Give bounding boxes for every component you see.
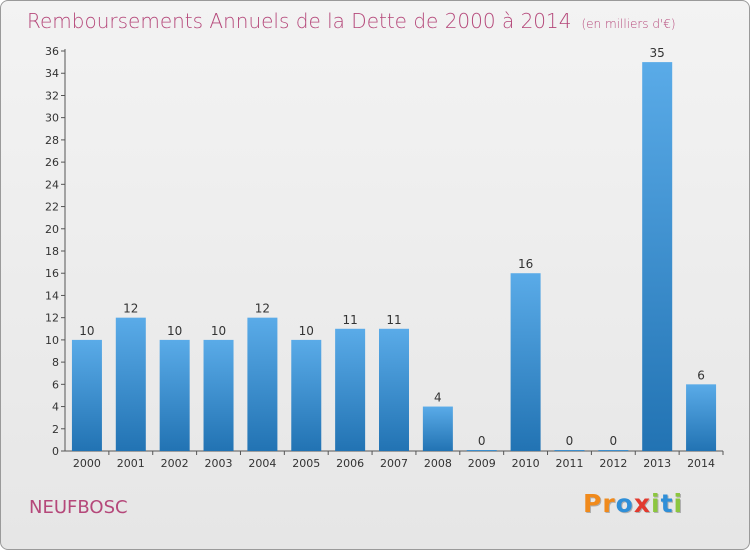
data-label-2014: 6 <box>697 368 705 382</box>
bar-2010 <box>510 273 541 451</box>
chart-title: Remboursements Annuels de la Dette de 20… <box>27 9 676 33</box>
bar-2000 <box>71 339 102 451</box>
y-tick-label: 4 <box>52 401 59 414</box>
data-label-2009: 0 <box>478 434 486 448</box>
y-tick-label: 12 <box>45 312 59 325</box>
bar-2008 <box>422 406 453 451</box>
y-tick-label: 20 <box>45 223 59 236</box>
logo-letter: i <box>651 489 661 518</box>
bar-2005 <box>291 339 322 451</box>
logo-letter: t <box>660 489 674 518</box>
y-tick-label: 32 <box>45 89 59 102</box>
data-label-2002: 10 <box>167 324 182 338</box>
x-tick-label: 2009 <box>468 457 496 470</box>
chart-bars <box>71 62 717 451</box>
data-label-2012: 0 <box>610 434 618 448</box>
data-label-2001: 12 <box>123 302 138 316</box>
x-tick-label: 2010 <box>512 457 540 470</box>
y-tick-label: 24 <box>45 178 59 191</box>
chart-labels: 10 12 10 10 12 10 11 11 4 0 16 0 0 35 6 <box>79 46 705 448</box>
x-tick-label: 2014 <box>687 457 715 470</box>
data-label-2008: 4 <box>434 391 442 405</box>
data-label-2011: 0 <box>566 434 574 448</box>
bar-2002 <box>159 339 190 451</box>
x-tick-label: 2008 <box>424 457 452 470</box>
x-tick-label: 2002 <box>161 457 189 470</box>
bar-2006 <box>335 328 366 451</box>
y-tick-label: 36 <box>45 45 59 58</box>
logo-letter: P <box>583 489 603 518</box>
y-tick-label: 8 <box>52 356 59 369</box>
data-label-2013: 35 <box>650 46 665 60</box>
x-tick-label: 2004 <box>248 457 276 470</box>
x-tick-label: 2005 <box>292 457 320 470</box>
y-tick-label: 16 <box>45 267 59 280</box>
bar-2003 <box>203 339 234 451</box>
bar-2009 <box>466 450 497 451</box>
y-tick-label: 26 <box>45 156 59 169</box>
bar-2007 <box>379 328 409 451</box>
town-name: NEUFBOSC <box>29 497 128 518</box>
logo-letter: x <box>633 489 651 518</box>
y-tick-label: 2 <box>52 423 59 436</box>
logo-letter: i <box>673 489 684 518</box>
y-tick-label: 14 <box>45 289 59 302</box>
bar-2012 <box>598 450 629 451</box>
proxiti-logo: Proxiti <box>583 489 683 518</box>
y-tick-label: 10 <box>45 334 59 347</box>
data-label-2003: 10 <box>211 324 226 338</box>
x-tick-label: 2013 <box>643 457 671 470</box>
x-tick-label: 2007 <box>380 457 408 470</box>
y-tick-label: 34 <box>45 67 59 80</box>
x-tick-label: 2012 <box>599 457 627 470</box>
data-label-2006: 11 <box>342 313 357 327</box>
bar-2011 <box>554 450 585 451</box>
x-tick-label: 2001 <box>117 457 145 470</box>
y-tick-label: 0 <box>52 445 59 458</box>
y-tick-label: 28 <box>45 134 59 147</box>
data-label-2004: 12 <box>255 302 270 316</box>
y-tick-label: 22 <box>45 201 59 214</box>
x-tick-label: 2006 <box>336 457 364 470</box>
y-tick-label: 30 <box>45 112 59 125</box>
chart-title-text: Remboursements Annuels de la Dette de 20… <box>27 9 572 33</box>
x-tick-label: 2000 <box>73 457 101 470</box>
bar-2013 <box>642 62 673 451</box>
chart-subtitle: (en milliers d'€) <box>581 17 676 31</box>
x-tick-label: 2003 <box>205 457 233 470</box>
bar-2014 <box>686 384 717 451</box>
data-label-2010: 16 <box>518 257 533 271</box>
data-label-2000: 10 <box>79 324 94 338</box>
logo-letter: r <box>602 489 616 518</box>
y-tick-label: 6 <box>52 378 59 391</box>
logo-letter: o <box>615 489 634 518</box>
bar-2004 <box>247 317 278 451</box>
x-tick-label: 2011 <box>555 457 583 470</box>
data-label-2007: 11 <box>386 313 401 327</box>
bar-2001 <box>115 317 146 451</box>
y-tick-label: 18 <box>45 245 59 258</box>
data-label-2005: 10 <box>299 324 314 338</box>
